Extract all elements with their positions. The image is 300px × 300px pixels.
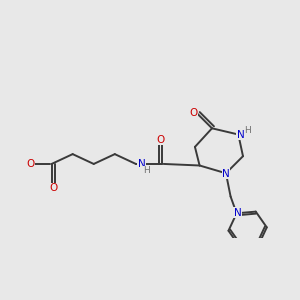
Text: O: O: [189, 107, 197, 118]
Text: H: H: [244, 126, 251, 135]
Text: N: N: [234, 208, 242, 218]
Text: O: O: [156, 134, 165, 145]
Text: O: O: [49, 183, 57, 194]
Text: N: N: [222, 169, 230, 179]
Text: N: N: [138, 159, 145, 169]
Text: H: H: [143, 166, 150, 175]
Text: N: N: [237, 130, 245, 140]
Text: O: O: [26, 159, 35, 169]
